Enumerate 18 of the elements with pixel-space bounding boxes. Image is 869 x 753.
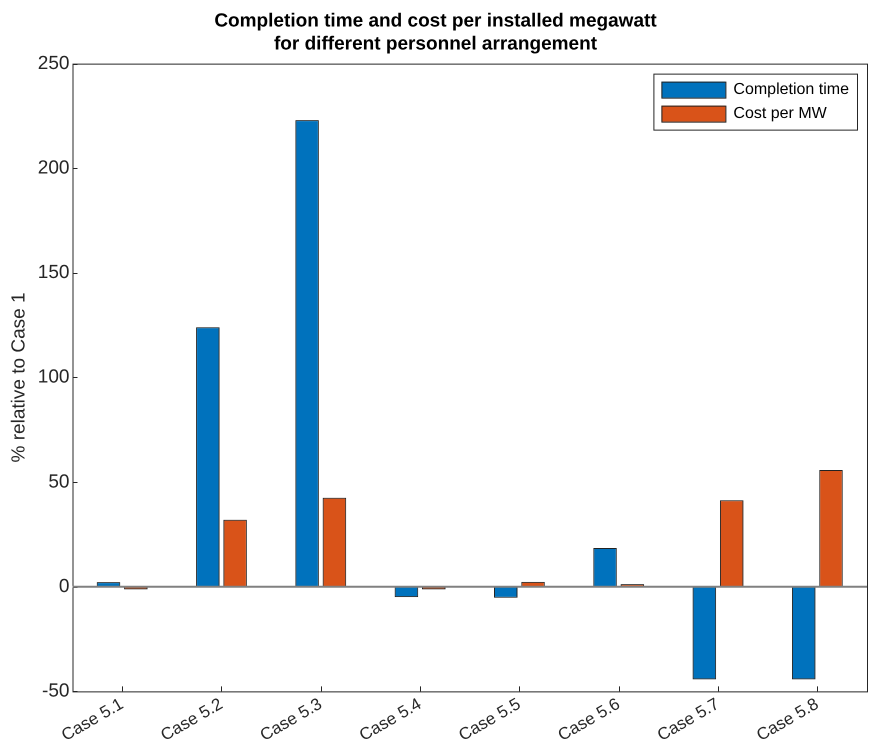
x-tick-label: Case 5.4 — [356, 694, 424, 745]
y-tick-label: 50 — [48, 471, 70, 492]
x-tick-label: Case 5.8 — [753, 694, 822, 745]
chart-title: Completion time and cost per installed megawatt for different personnel arrangement — [214, 10, 658, 54]
y-tick-label: 100 — [38, 366, 70, 388]
y-tick-label: 150 — [38, 262, 70, 284]
x-tick-label: Case 5.2 — [157, 694, 226, 745]
y-tick-label: -50 — [42, 680, 70, 702]
y-tick-label: 200 — [38, 157, 70, 178]
y-tick-label: 250 — [38, 52, 70, 74]
x-tick-label: Case 5.7 — [654, 694, 722, 745]
y-axis-title: % relative to Case 1 — [8, 292, 30, 462]
x-tick-label: Case 5.5 — [455, 694, 524, 745]
x-tick-label: Case 5.6 — [554, 694, 624, 745]
legend-label: Cost per MW — [733, 105, 828, 122]
y-tick-label: 0 — [58, 576, 70, 597]
legend-label: Completion time — [733, 81, 850, 98]
x-tick-label: Case 5.3 — [256, 694, 326, 745]
